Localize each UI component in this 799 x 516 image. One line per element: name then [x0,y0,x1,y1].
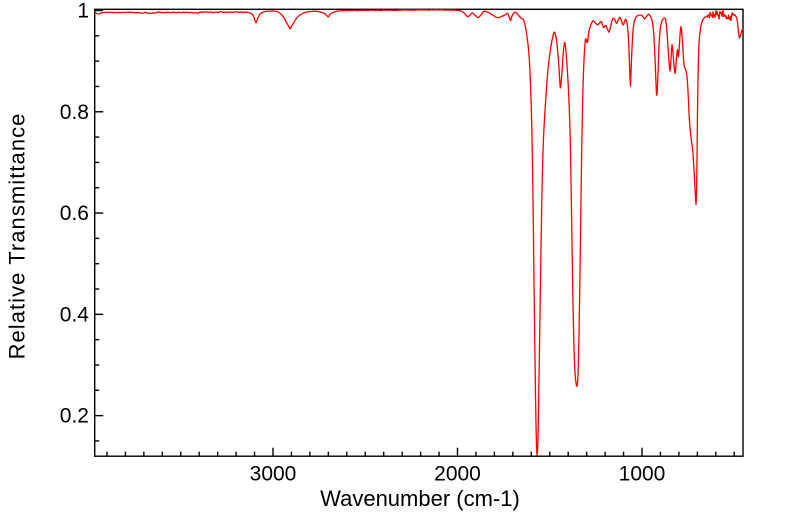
svg-text:0.4: 0.4 [60,303,90,326]
svg-text:1000: 1000 [619,462,666,485]
svg-text:0.2: 0.2 [60,404,89,427]
svg-text:1: 1 [77,0,89,23]
svg-text:2000: 2000 [434,462,481,485]
svg-text:Wavenumber (cm-1): Wavenumber (cm-1) [320,486,520,511]
svg-text:0.8: 0.8 [60,101,89,124]
svg-text:Relative Transmittance: Relative Transmittance [4,113,29,360]
svg-text:3000: 3000 [250,462,297,485]
svg-text:0.6: 0.6 [60,202,89,225]
